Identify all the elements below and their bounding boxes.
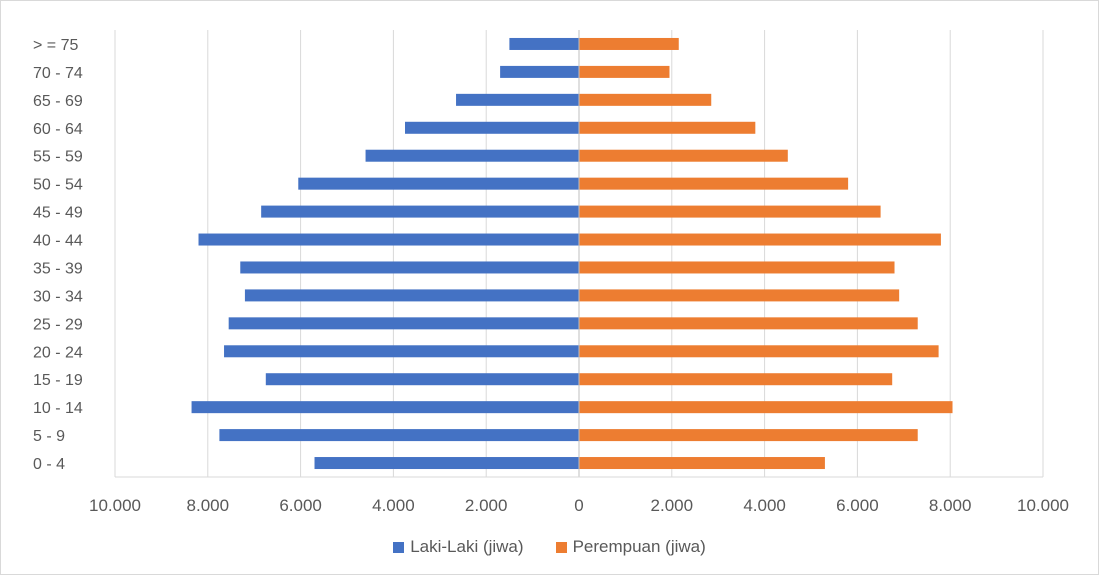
legend-item-male: Laki-Laki (jiwa)	[393, 537, 524, 557]
bar-female	[579, 177, 849, 190]
category-label: 0 - 4	[33, 456, 65, 473]
x-tick-label: 2.000	[651, 496, 694, 515]
category-label: > = 75	[33, 37, 78, 54]
category-label: 55 - 59	[33, 149, 83, 166]
bar-female	[579, 65, 670, 78]
legend-swatch-male	[393, 541, 405, 553]
bar-male	[314, 457, 579, 470]
x-tick-label: 4.000	[743, 496, 786, 515]
bar-female	[579, 373, 893, 386]
x-tick-label: 10.000	[89, 496, 141, 515]
bar-male	[261, 205, 579, 218]
bar-female	[579, 401, 953, 414]
bars	[191, 37, 953, 470]
legend-item-female: Perempuan (jiwa)	[555, 537, 706, 557]
bar-male	[198, 233, 579, 246]
bar-male	[405, 121, 579, 134]
bar-female	[579, 233, 941, 246]
category-label: 70 - 74	[33, 65, 83, 82]
x-tick-label: 0	[574, 496, 583, 515]
category-label: 45 - 49	[33, 205, 83, 222]
x-tick-label: 4.000	[372, 496, 415, 515]
bar-male	[265, 373, 579, 386]
bar-male	[244, 289, 580, 302]
bar-female	[579, 345, 939, 358]
x-tick-label: 6.000	[836, 496, 879, 515]
category-label: 25 - 29	[33, 316, 83, 333]
legend-label-female: Perempuan (jiwa)	[572, 537, 706, 556]
legend-label-male: Laki-Laki (jiwa)	[410, 537, 524, 556]
x-tick-label: 8.000	[187, 496, 230, 515]
bar-female	[579, 317, 918, 330]
category-label: 40 - 44	[33, 233, 83, 250]
bar-female	[579, 121, 756, 134]
legend-swatch-female	[555, 541, 567, 553]
category-label: 30 - 34	[33, 288, 83, 305]
category-label: 50 - 54	[33, 177, 83, 194]
category-label: 10 - 14	[33, 400, 83, 417]
bar-male	[456, 93, 579, 106]
x-tick-label: 10.000	[1017, 496, 1069, 515]
category-label: 60 - 64	[33, 121, 83, 138]
category-label: 5 - 9	[33, 428, 65, 445]
bar-female	[579, 205, 881, 218]
category-label: 15 - 19	[33, 372, 83, 389]
axes	[115, 30, 1043, 478]
x-tick-label: 8.000	[929, 496, 972, 515]
category-label: 35 - 39	[33, 260, 83, 277]
bar-female	[579, 261, 895, 274]
bar-male	[365, 149, 579, 162]
bar-female	[579, 289, 900, 302]
bar-male	[298, 177, 579, 190]
tick-labels: 10.000 8.000 6.000 4.000 2.000 0 2.000 4.000 6.0…	[33, 37, 1069, 515]
bar-male	[191, 401, 579, 414]
bar-male	[500, 65, 579, 78]
category-label: 20 - 24	[33, 344, 83, 361]
x-tick-label: 2.000	[465, 496, 508, 515]
bar-male	[509, 37, 579, 50]
bar-male	[219, 429, 579, 442]
bar-female	[579, 37, 679, 50]
bar-female	[579, 93, 712, 106]
bar-male	[240, 261, 579, 274]
bar-male	[224, 345, 580, 358]
x-tick-label: 6.000	[279, 496, 322, 515]
category-label: 65 - 69	[33, 93, 83, 110]
bar-female	[579, 457, 825, 470]
bar-female	[579, 429, 918, 442]
bar-male	[228, 317, 579, 330]
bar-female	[579, 149, 788, 162]
legend: Laki-Laki (jiwa) Perempuan (jiwa)	[0, 532, 1099, 562]
